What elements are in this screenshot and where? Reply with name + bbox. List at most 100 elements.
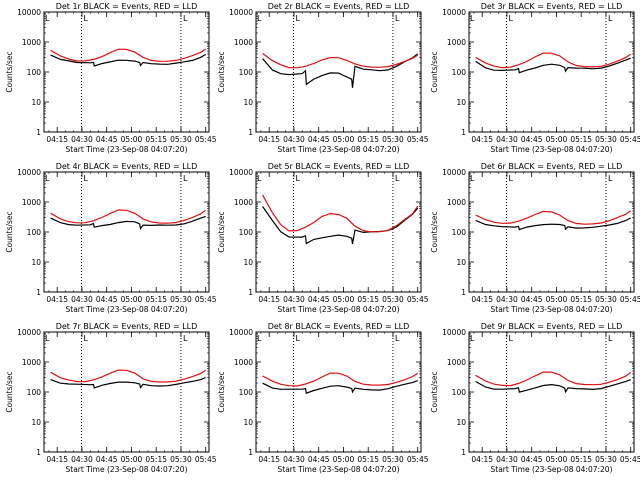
chart-panel-3: Det 3r BLACK = Events, RED = LLD 1 10 100 10… xyxy=(430,2,640,154)
x-tick-label: 05:45 xyxy=(620,455,640,464)
time-marker-label: L xyxy=(83,334,88,343)
series-line-events xyxy=(262,53,419,88)
x-tick-label: 05:15 xyxy=(357,455,379,464)
x-tick-label: 05:45 xyxy=(195,455,217,464)
x-tick-label: 04:45 xyxy=(308,295,330,304)
y-tick-label: 1000 xyxy=(234,358,253,367)
x-tick-label: 05:00 xyxy=(546,135,568,144)
chart-panel-1: Det 1r BLACK = Events, RED = LLD 1 10 100 10… xyxy=(5,2,217,154)
x-tick-label: 04:45 xyxy=(521,455,543,464)
plot-frame xyxy=(43,331,210,453)
y-tick-label: 1 xyxy=(461,128,466,137)
time-marker-label: L xyxy=(608,334,613,343)
y-axis-label: Counts/sec xyxy=(5,51,14,92)
y-tick-label: 10 xyxy=(31,98,41,107)
series-line-events xyxy=(475,379,631,394)
x-tick-label: 05:45 xyxy=(195,135,217,144)
series-line-events xyxy=(262,206,419,245)
x-tick-label: 05:45 xyxy=(620,295,640,304)
series-line-lld xyxy=(50,48,207,62)
x-axis-label: Start Time (23-Sep-08 04:07:20) xyxy=(66,145,188,154)
y-tick-label: 10 xyxy=(31,258,41,267)
y-tick-label: 100 xyxy=(452,388,467,397)
plot-frame xyxy=(43,171,210,293)
chart-title: Det 1r BLACK = Events, RED = LLD xyxy=(56,2,198,11)
series-line-lld xyxy=(475,52,632,69)
y-tick-label: 10000 xyxy=(229,328,253,337)
series-line-events xyxy=(50,53,207,67)
chart-panel-5: Det 5r BLACK = Events, RED = LLD 1 10 100 10… xyxy=(217,162,429,314)
y-tick-label: 10000 xyxy=(442,168,466,177)
y-tick-label: 1000 xyxy=(447,38,466,47)
time-marker-label: L xyxy=(508,174,513,183)
y-tick-label: 100 xyxy=(239,388,254,397)
y-axis-label: Counts/sec xyxy=(430,211,439,252)
y-tick-label: 10 xyxy=(456,258,466,267)
y-tick-label: 100 xyxy=(239,68,254,77)
time-marker-label: L xyxy=(295,14,300,23)
y-tick-label: 1000 xyxy=(22,38,41,47)
series-line-events xyxy=(50,215,206,230)
time-marker-label: L xyxy=(395,334,400,343)
y-tick-label: 10 xyxy=(31,418,41,427)
corner-marker-label: L xyxy=(45,14,50,23)
plot-frame xyxy=(468,11,635,133)
time-marker-label: L xyxy=(83,14,88,23)
chart-title: Det 9r BLACK = Events, RED = LLD xyxy=(481,322,623,331)
x-tick-label: 04:45 xyxy=(96,135,118,144)
x-tick-label: 05:30 xyxy=(595,135,617,144)
series-line-lld xyxy=(475,371,632,387)
x-tick-label: 04:15 xyxy=(258,295,280,304)
x-tick-label: 05:00 xyxy=(121,135,143,144)
y-tick-label: 1000 xyxy=(447,358,466,367)
time-marker-label: L xyxy=(183,174,188,183)
y-tick-label: 1000 xyxy=(234,198,253,207)
y-tick-label: 1 xyxy=(248,128,253,137)
x-tick-label: 04:45 xyxy=(96,455,118,464)
chart-panel-8: Det 8r BLACK = Events, RED = LLD 1 10 100 10… xyxy=(217,322,429,474)
x-tick-label: 04:30 xyxy=(71,455,93,464)
series-line-events xyxy=(475,57,631,74)
y-axis-label: Counts/sec xyxy=(217,371,226,412)
series-line-lld xyxy=(50,209,207,224)
series-line-lld xyxy=(475,210,632,225)
x-tick-label: 04:45 xyxy=(521,295,543,304)
y-tick-label: 10 xyxy=(456,418,466,427)
y-tick-label: 10000 xyxy=(229,168,253,177)
y-axis-label: Counts/sec xyxy=(5,211,14,252)
plot-frame xyxy=(255,331,422,453)
x-tick-label: 04:45 xyxy=(96,295,118,304)
x-axis-label: Start Time (23-Sep-08 04:07:20) xyxy=(491,145,613,154)
plot-frame xyxy=(468,331,635,453)
time-marker-label: L xyxy=(83,174,88,183)
corner-marker-label: L xyxy=(45,334,50,343)
y-tick-label: 10 xyxy=(243,98,253,107)
x-tick-label: 05:15 xyxy=(570,455,592,464)
plot-frame xyxy=(468,171,635,293)
time-marker-label: L xyxy=(183,14,188,23)
chart-panel-6: Det 6r BLACK = Events, RED = LLD 1 10 100 10… xyxy=(430,162,640,314)
chart-panel-4: Det 4r BLACK = Events, RED = LLD 1 10 100 10… xyxy=(5,162,217,314)
time-marker-label: L xyxy=(395,174,400,183)
x-axis-label: Start Time (23-Sep-08 04:07:20) xyxy=(278,465,400,474)
y-tick-label: 1000 xyxy=(447,198,466,207)
time-marker-label: L xyxy=(295,174,300,183)
chart-panel-7: Det 7r BLACK = Events, RED = LLD 1 10 100 10… xyxy=(5,322,217,474)
chart-panel-9: Det 9r BLACK = Events, RED = LLD 1 10 100 10… xyxy=(430,322,640,474)
x-tick-label: 04:30 xyxy=(283,135,305,144)
y-tick-label: 1 xyxy=(461,448,466,457)
series-line-lld xyxy=(262,372,419,387)
y-tick-label: 10000 xyxy=(442,8,466,17)
chart-title: Det 8r BLACK = Events, RED = LLD xyxy=(268,322,410,331)
x-tick-label: 05:15 xyxy=(570,295,592,304)
x-tick-label: 05:00 xyxy=(333,135,355,144)
x-tick-label: 05:45 xyxy=(195,295,217,304)
time-marker-label: L xyxy=(295,334,300,343)
x-tick-label: 05:30 xyxy=(595,295,617,304)
x-tick-label: 05:00 xyxy=(121,295,143,304)
x-axis-label: Start Time (23-Sep-08 04:07:20) xyxy=(278,305,400,314)
chart-title: Det 5r BLACK = Events, RED = LLD xyxy=(268,162,410,171)
corner-marker-label: L xyxy=(257,334,262,343)
chart-panel-2: Det 2r BLACK = Events, RED = LLD 1 10 100 10… xyxy=(217,2,429,154)
